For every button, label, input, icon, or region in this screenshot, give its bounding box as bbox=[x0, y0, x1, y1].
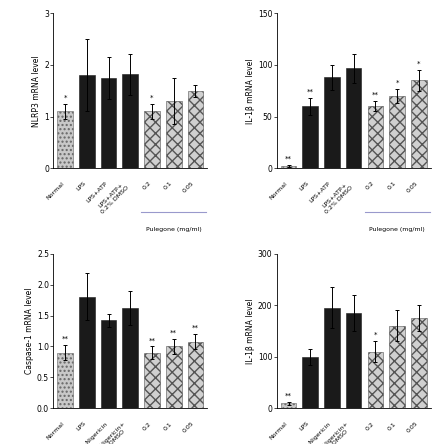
Bar bbox=[389, 326, 405, 408]
Text: *: * bbox=[395, 79, 399, 86]
Text: LPS+ATP+
0.2% DMSO: LPS+ATP+ 0.2% DMSO bbox=[320, 181, 354, 214]
Text: LPS: LPS bbox=[299, 181, 310, 192]
Bar bbox=[144, 111, 160, 168]
Text: **: ** bbox=[285, 392, 292, 399]
Bar bbox=[368, 106, 383, 168]
Bar bbox=[302, 357, 318, 408]
Text: LPS+Nigericin+
0.2% DMSO: LPS+Nigericin+ 0.2% DMSO bbox=[311, 421, 354, 444]
Bar bbox=[187, 91, 203, 168]
Bar bbox=[411, 318, 427, 408]
Text: LPS+ATP+
0.2% DMSO: LPS+ATP+ 0.2% DMSO bbox=[96, 181, 130, 214]
Text: LPS: LPS bbox=[299, 421, 310, 432]
Text: Normal: Normal bbox=[45, 421, 65, 440]
Text: LPS: LPS bbox=[75, 421, 87, 432]
Text: Pulegone (mg/ml): Pulegone (mg/ml) bbox=[146, 227, 202, 232]
Text: **: ** bbox=[192, 325, 199, 331]
Bar bbox=[57, 353, 73, 408]
Text: 0.1: 0.1 bbox=[163, 421, 174, 431]
Bar bbox=[302, 106, 318, 168]
Bar bbox=[368, 352, 383, 408]
Text: *: * bbox=[373, 332, 377, 338]
Text: 0.05: 0.05 bbox=[405, 181, 419, 194]
Text: 0.1: 0.1 bbox=[163, 181, 174, 191]
Text: LPS+ATP: LPS+ATP bbox=[86, 181, 109, 204]
Text: 0.05: 0.05 bbox=[182, 421, 195, 434]
Bar bbox=[166, 101, 182, 168]
Bar bbox=[281, 166, 297, 168]
Text: 0.2: 0.2 bbox=[365, 181, 375, 191]
Bar bbox=[324, 308, 340, 408]
Text: Normal: Normal bbox=[269, 421, 289, 440]
Y-axis label: IL-1β mRNA level: IL-1β mRNA level bbox=[246, 298, 255, 364]
Text: Normal: Normal bbox=[269, 181, 289, 200]
Text: **: ** bbox=[62, 336, 69, 342]
Text: 0.1: 0.1 bbox=[387, 421, 397, 431]
Bar bbox=[57, 111, 73, 168]
Text: 0.2: 0.2 bbox=[365, 421, 375, 432]
Y-axis label: NLRP3 mRNA level: NLRP3 mRNA level bbox=[32, 55, 41, 127]
Text: **: ** bbox=[285, 156, 292, 162]
Text: *: * bbox=[150, 95, 154, 101]
Text: **: ** bbox=[372, 92, 379, 98]
Text: LPS+Nigericin+
0.2% DMSO: LPS+Nigericin+ 0.2% DMSO bbox=[87, 421, 130, 444]
Bar bbox=[79, 297, 95, 408]
Text: **: ** bbox=[148, 337, 155, 343]
Bar bbox=[281, 403, 297, 408]
Bar bbox=[166, 346, 182, 408]
Text: 0.05: 0.05 bbox=[405, 421, 419, 434]
Y-axis label: IL-1β mRNA level: IL-1β mRNA level bbox=[246, 58, 255, 123]
Y-axis label: Caspase-1 mRNA level: Caspase-1 mRNA level bbox=[25, 288, 34, 374]
Bar bbox=[411, 80, 427, 168]
Text: *: * bbox=[417, 61, 420, 67]
Bar bbox=[144, 353, 160, 408]
Text: 0.2: 0.2 bbox=[142, 421, 152, 432]
Text: **: ** bbox=[307, 89, 314, 95]
Bar bbox=[324, 77, 340, 168]
Bar bbox=[101, 78, 116, 168]
Text: LPS+Nigericin: LPS+Nigericin bbox=[74, 421, 109, 444]
Text: LPS+ATP: LPS+ATP bbox=[309, 181, 332, 204]
Text: Pulegone (mg/ml): Pulegone (mg/ml) bbox=[369, 227, 425, 232]
Bar bbox=[123, 74, 138, 168]
Text: **: ** bbox=[170, 330, 177, 336]
Text: *: * bbox=[63, 95, 67, 101]
Text: LPS+Nigericin: LPS+Nigericin bbox=[297, 421, 332, 444]
Bar bbox=[79, 75, 95, 168]
Text: 0.1: 0.1 bbox=[387, 181, 397, 191]
Text: LPS: LPS bbox=[75, 181, 87, 192]
Bar bbox=[187, 341, 203, 408]
Bar bbox=[123, 308, 138, 408]
Bar bbox=[346, 313, 361, 408]
Bar bbox=[101, 321, 116, 408]
Text: 0.2: 0.2 bbox=[142, 181, 152, 191]
Bar bbox=[389, 96, 405, 168]
Text: Normal: Normal bbox=[45, 181, 65, 200]
Bar bbox=[346, 68, 361, 168]
Text: 0.05: 0.05 bbox=[182, 181, 195, 194]
